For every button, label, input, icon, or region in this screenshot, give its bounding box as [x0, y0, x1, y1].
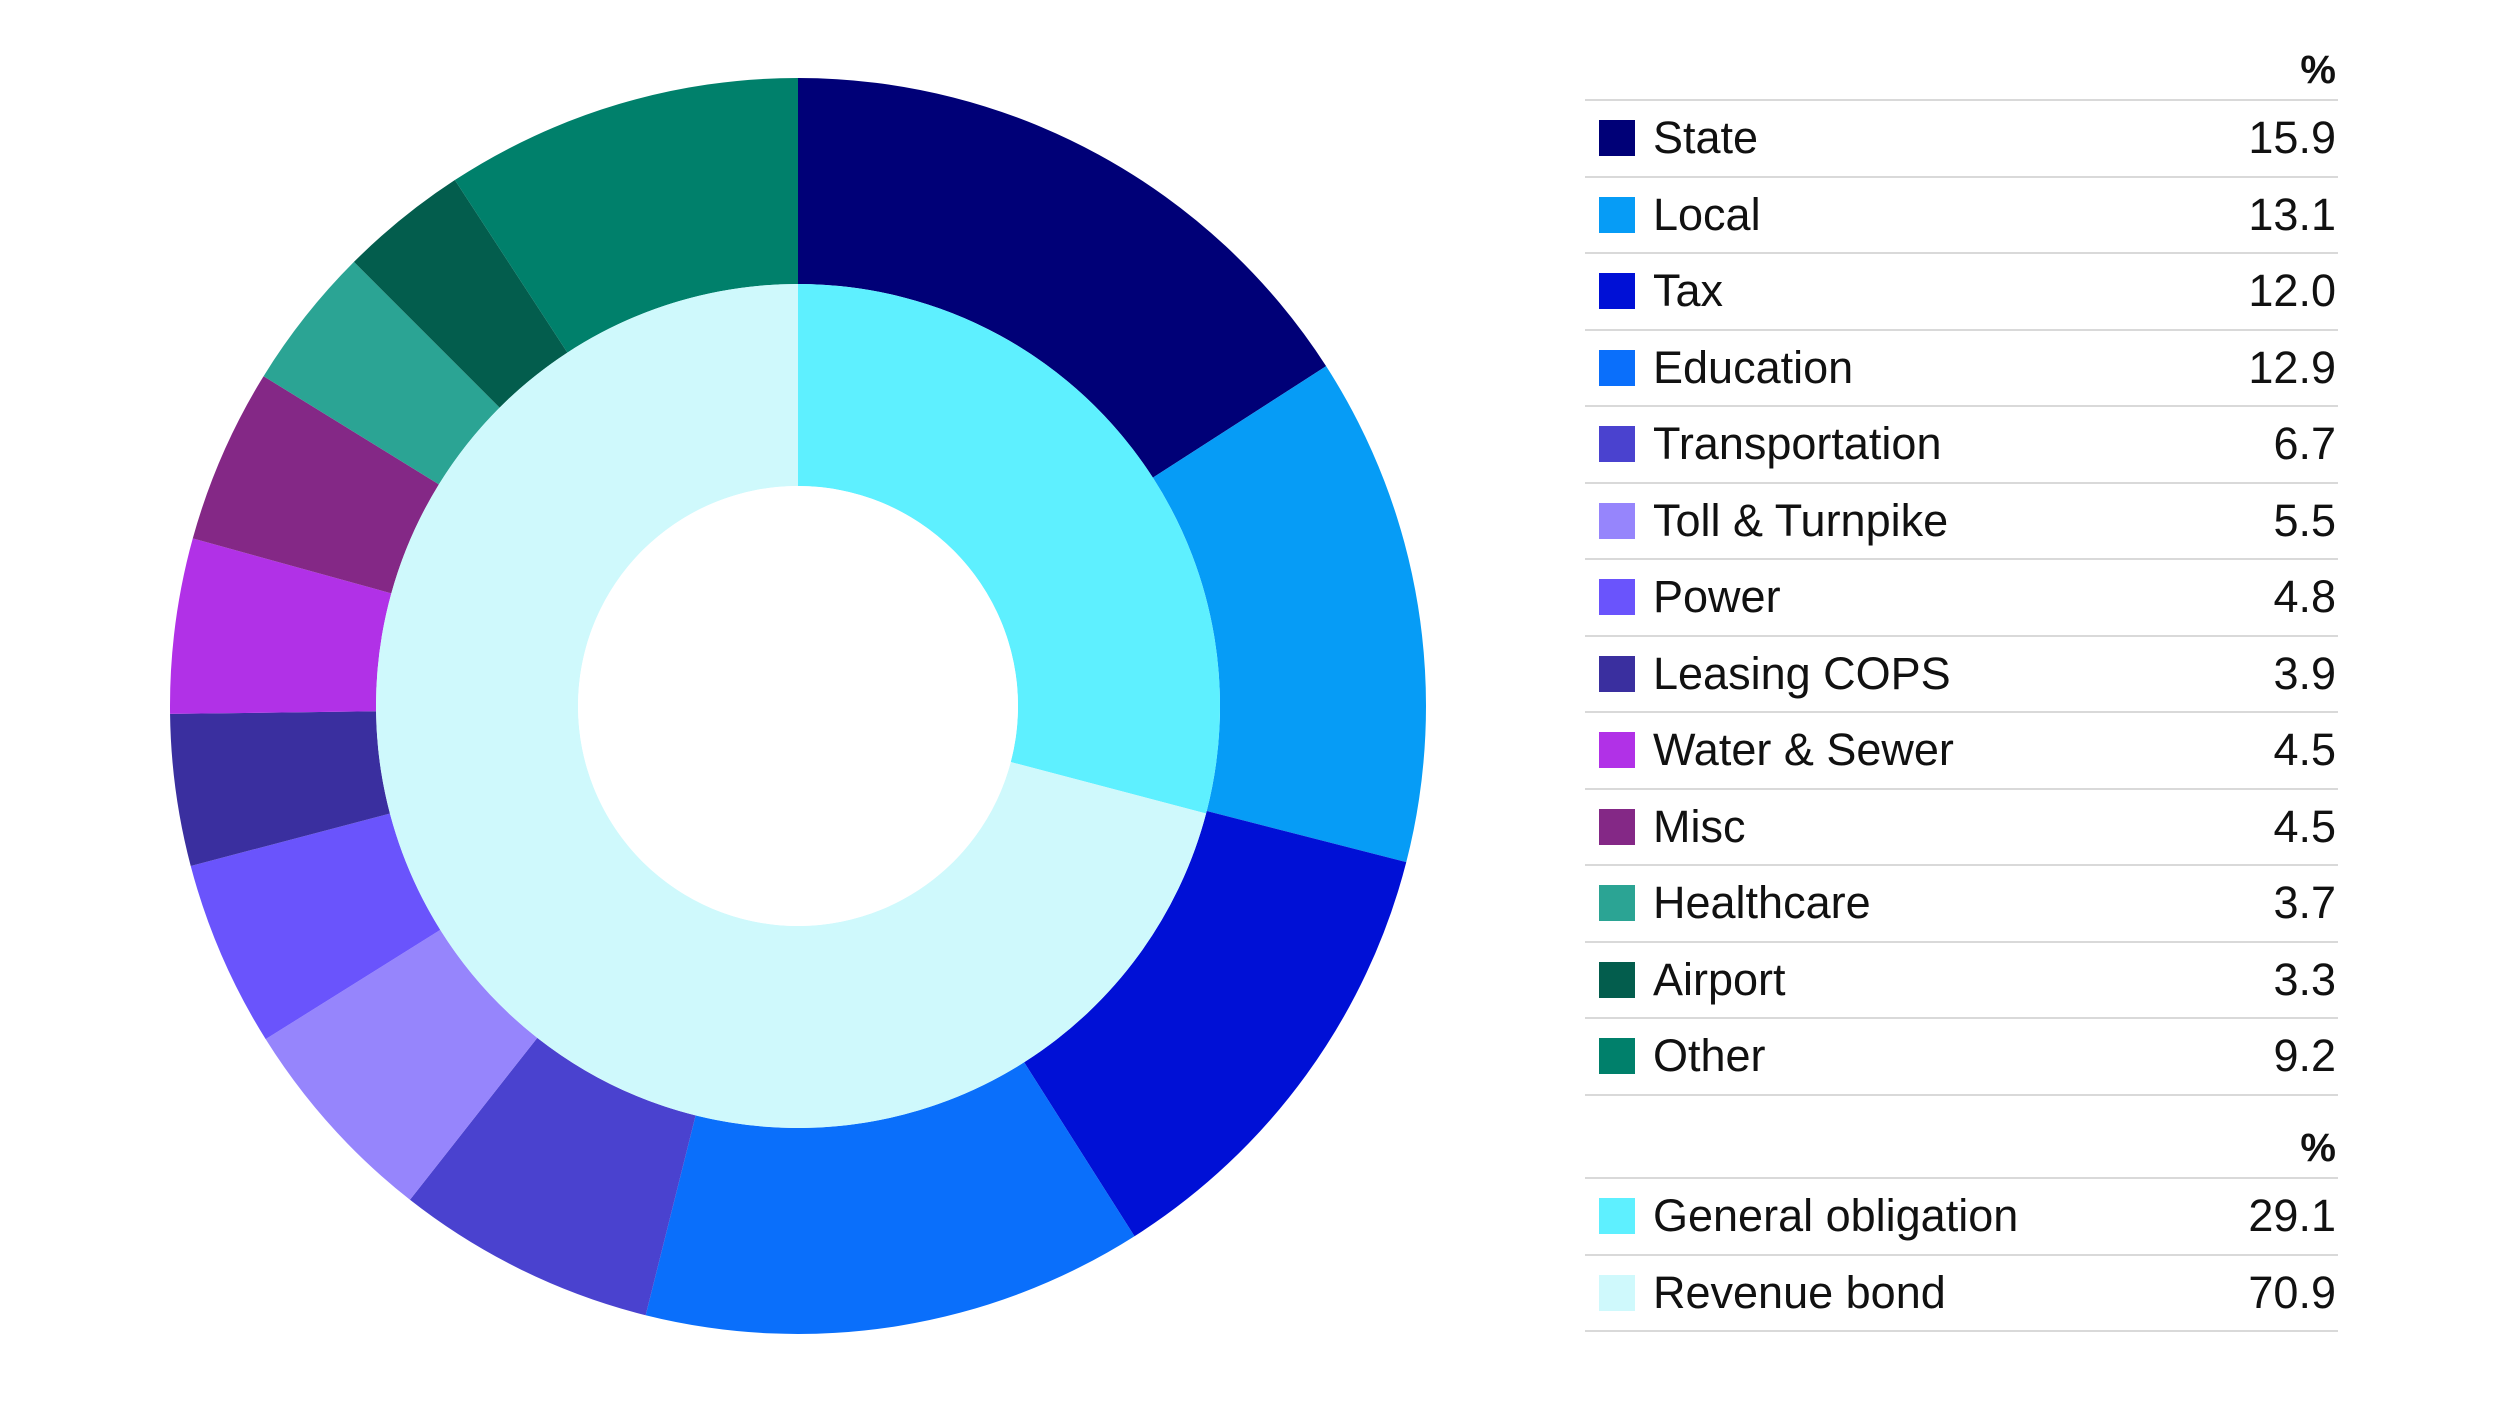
inner-slice-general-obligation	[798, 284, 1220, 814]
sector-legend-value: 12.9	[2248, 341, 2336, 393]
sector-legend-swatch	[1599, 885, 1635, 922]
sector-legend-label: Education	[1653, 341, 1854, 393]
sector-legend-value: 4.8	[2273, 571, 2336, 623]
sector-legend-swatch	[1599, 579, 1635, 616]
sector-legend-label: Tax	[1653, 265, 1724, 317]
bond-type-legend-value: 29.1	[2248, 1190, 2336, 1242]
outer-slice-state	[798, 78, 1327, 478]
bond-type-legend-swatch	[1599, 1198, 1635, 1235]
bond-type-legend-header: %	[1585, 1118, 2338, 1179]
donut-chart	[170, 77, 1427, 1334]
sector-legend-swatch	[1599, 120, 1635, 157]
sector-legend-row: Leasing COPS 3.9	[1585, 637, 2338, 713]
bond-type-legend-row: General obligation 29.1	[1585, 1179, 2338, 1256]
outer-slice-leasing-cops	[170, 711, 390, 866]
sector-legend-value: 13.1	[2248, 188, 2336, 240]
outer-slice-education	[645, 1062, 1135, 1334]
bond-type-legend-label: General obligation	[1653, 1190, 2019, 1242]
sector-legend-value: 9.2	[2273, 1030, 2336, 1082]
sector-legend-label: Toll & Turnpike	[1653, 494, 1949, 546]
outer-slice-tax	[1024, 810, 1407, 1237]
sector-legend-value: 3.9	[2273, 647, 2336, 699]
sector-legend-swatch	[1599, 426, 1635, 463]
sector-legend-row: Other 9.2	[1585, 1019, 2338, 1096]
outer-slice-airport	[353, 180, 568, 408]
sector-legend-row: Airport 3.3	[1585, 943, 2338, 1019]
sector-legend-label: Water & Sewer	[1653, 724, 1954, 776]
sector-legend-rows: State 15.9 Local 13.1 Tax 12.0 Education 12.9 Tr…	[1585, 101, 2338, 1096]
sector-legend-label: State	[1653, 112, 1759, 164]
donut-center-hole	[578, 486, 1018, 926]
outer-slice-misc	[192, 376, 439, 594]
sector-legend-swatch	[1599, 1038, 1635, 1075]
sector-legend-row: Education 12.9	[1585, 331, 2338, 407]
sector-legend-row: Misc 4.5	[1585, 790, 2338, 866]
bond-type-legend-label: Revenue bond	[1653, 1266, 1946, 1318]
sector-legend-swatch	[1599, 349, 1635, 386]
outer-slice-transportation	[409, 1037, 696, 1316]
sector-legend-label: Airport	[1653, 953, 1786, 1005]
sector-legend-header: %	[1585, 40, 2338, 101]
sector-legend-label: Healthcare	[1653, 877, 1871, 929]
bond-type-legend-table: % General obligation 29.1 Revenue bond 70.9	[1585, 1118, 2338, 1332]
bond-type-legend-rows: General obligation 29.1 Revenue bond 70.9	[1585, 1179, 2338, 1332]
sector-legend-label: Power	[1653, 571, 1781, 623]
sector-legend-swatch	[1599, 273, 1635, 310]
sector-legend-swatch	[1599, 961, 1635, 998]
inner-ring-bond-types	[375, 284, 1220, 1129]
outer-slice-toll-turnpike	[265, 929, 538, 1200]
sector-legend-value: 12.0	[2248, 265, 2336, 317]
sector-legend-label: Misc	[1653, 800, 1746, 852]
outer-slice-local	[1152, 366, 1427, 863]
sector-legend-value: 4.5	[2273, 800, 2336, 852]
outer-slice-water-sewer	[170, 538, 392, 714]
sector-legend-swatch	[1599, 808, 1635, 845]
sector-legend-label: Leasing COPS	[1653, 647, 1951, 699]
sector-legend-value: 4.5	[2273, 724, 2336, 776]
sector-legend-value: 3.7	[2273, 877, 2336, 929]
sector-legend-swatch	[1599, 732, 1635, 769]
sector-legend-table: % State 15.9 Local 13.1 Tax 12.0 Education 12.9…	[1585, 40, 2338, 1096]
bond-type-legend-row: Revenue bond 70.9	[1585, 1256, 2338, 1332]
outer-slice-other	[454, 77, 798, 353]
sector-legend-row: Water & Sewer 4.5	[1585, 713, 2338, 790]
sector-legend-row: Toll & Turnpike 5.5	[1585, 484, 2338, 560]
sector-legend-swatch	[1599, 196, 1635, 233]
sector-legend-value: 15.9	[2248, 112, 2336, 164]
sector-legend-label: Local	[1653, 188, 1761, 240]
sector-legend-row: Tax 12.0	[1585, 254, 2338, 331]
sector-legend-value: 6.7	[2273, 418, 2336, 470]
sector-legend-label: Other	[1653, 1030, 1766, 1082]
sector-legend-row: Power 4.8	[1585, 560, 2338, 637]
sector-legend-label: Transportation	[1653, 418, 1942, 470]
sector-legend-row: Healthcare 3.7	[1585, 866, 2338, 943]
sector-legend-row: Transportation 6.7	[1585, 407, 2338, 484]
bond-type-legend-swatch	[1599, 1274, 1635, 1311]
sector-legend-row: Local 13.1	[1585, 178, 2338, 254]
outer-slice-healthcare	[263, 261, 500, 485]
sector-legend-value: 5.5	[2273, 494, 2336, 546]
sector-legend-swatch	[1599, 655, 1635, 692]
sector-legend-row: State 15.9	[1585, 101, 2338, 178]
outer-ring-sectors	[170, 77, 1427, 1334]
bond-type-legend-value: 70.9	[2248, 1266, 2336, 1318]
sector-legend-swatch	[1599, 502, 1635, 539]
sector-legend-value: 3.3	[2273, 953, 2336, 1005]
inner-slice-revenue-bond	[375, 284, 1207, 1129]
outer-slice-power	[190, 813, 441, 1040]
